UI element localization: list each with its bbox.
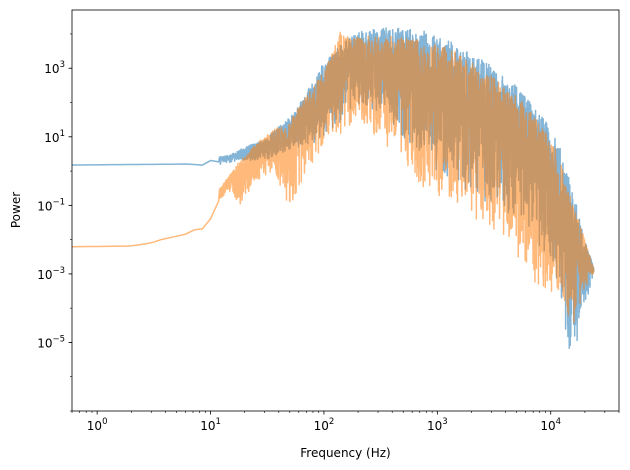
x-axis-label: Frequency (Hz): [300, 446, 391, 460]
y-axis-label: Power: [9, 192, 23, 228]
y-tick-label: 10−1: [37, 197, 65, 213]
x-tick-label: 102: [314, 417, 335, 433]
x-tick-label: 104: [540, 417, 561, 433]
y-axis: 10−5 10−3 10−1 101 103: [37, 33, 72, 412]
y-tick-label: 101: [44, 129, 65, 145]
x-tick-label: 101: [200, 417, 221, 433]
series-line-2: [72, 31, 595, 323]
y-tick-label: 10−3: [37, 266, 65, 282]
x-axis: 100 101 102 103 104: [71, 411, 620, 433]
axes-frame: [71, 9, 620, 412]
y-tick-label: 103: [44, 60, 65, 76]
x-tick-label: 103: [427, 417, 448, 433]
x-tick-label: 100: [87, 417, 108, 433]
series-layer: [72, 27, 595, 349]
y-tick-label: 10−5: [37, 334, 65, 350]
